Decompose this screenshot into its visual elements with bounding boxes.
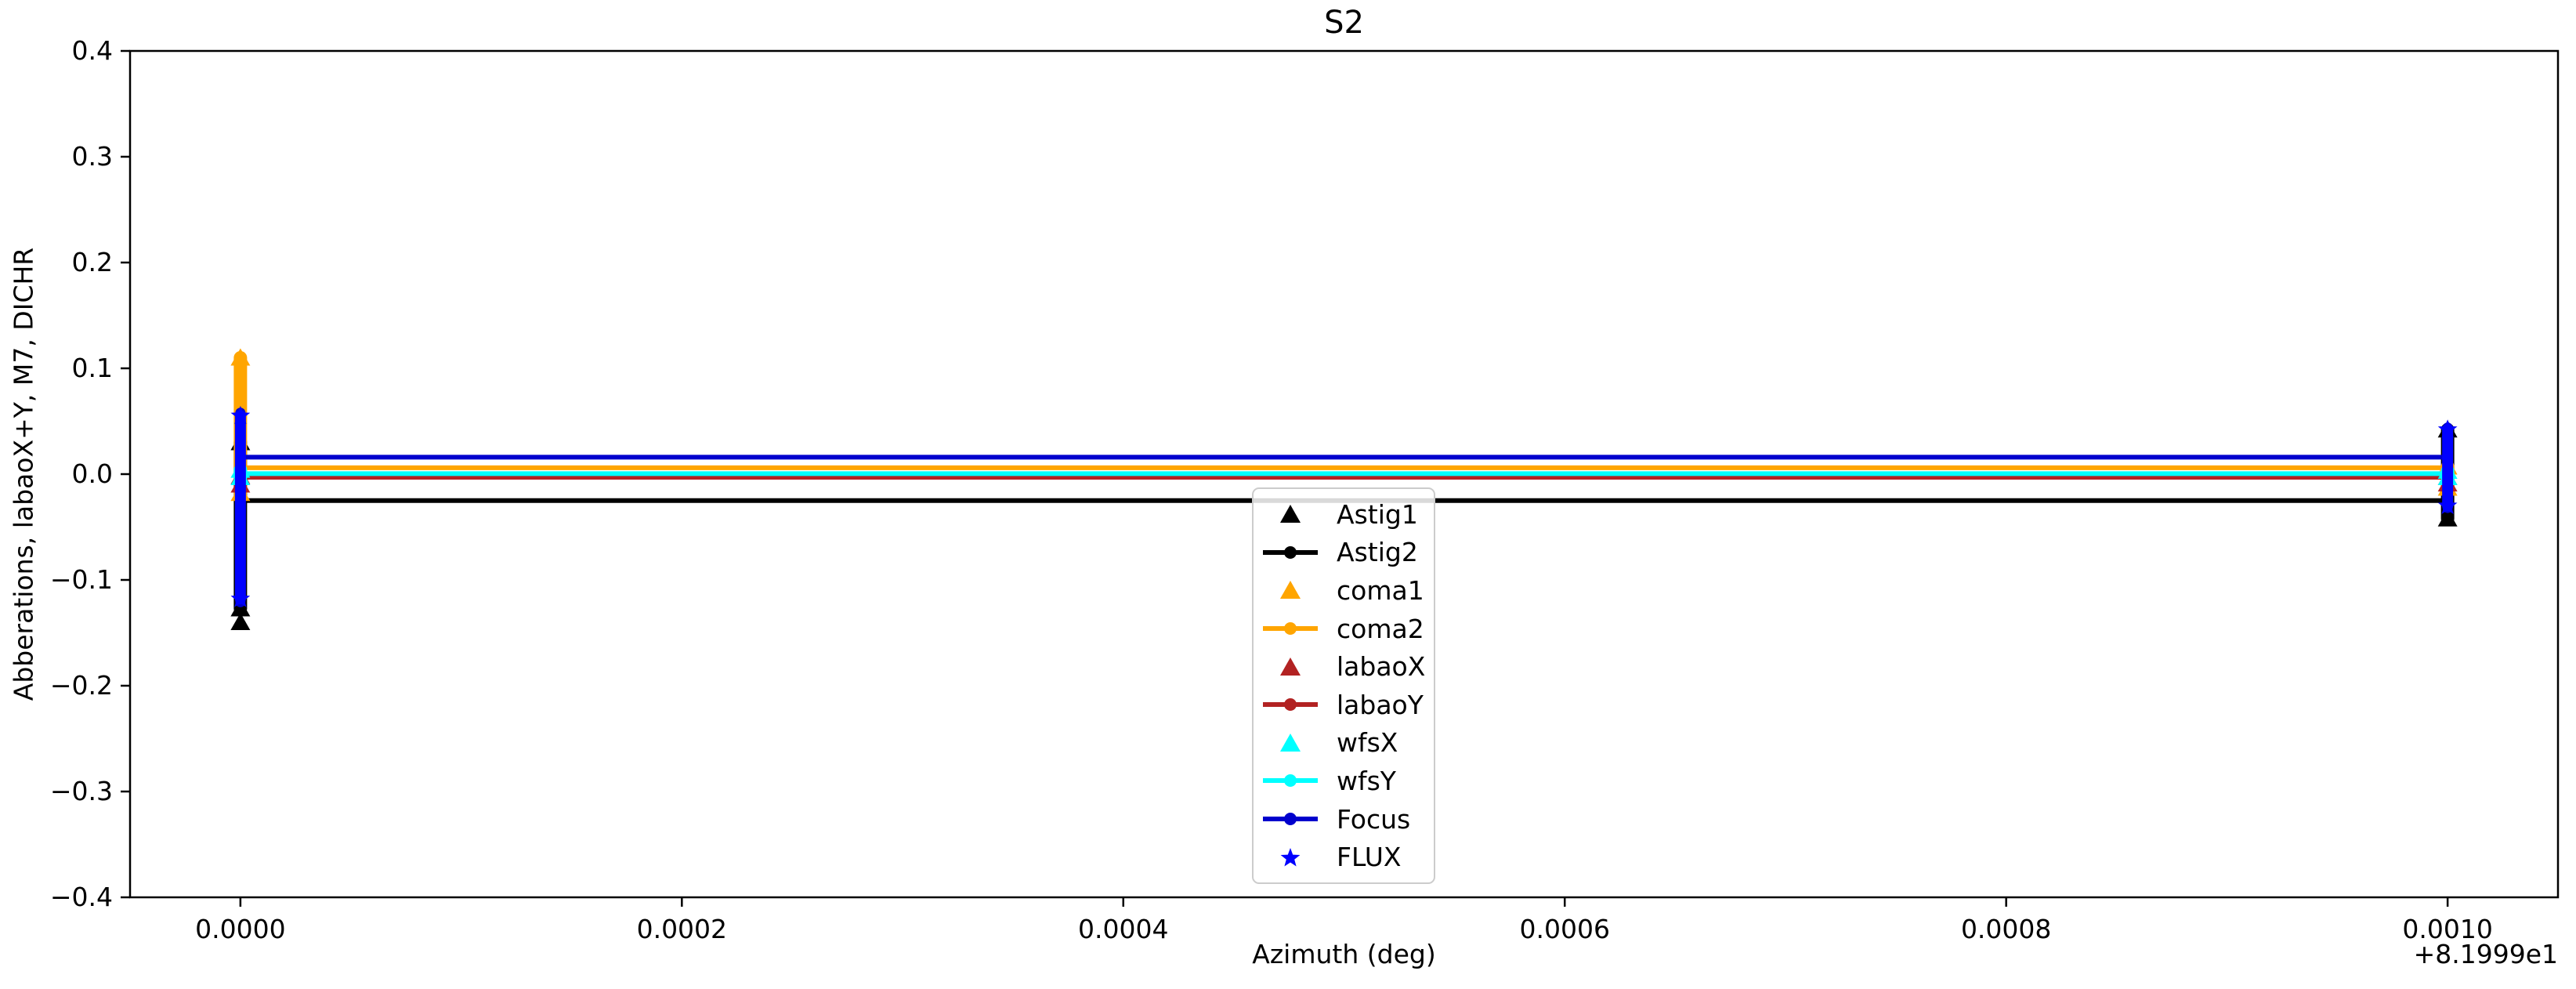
legend-item-coma1: coma1 [1261,576,1434,604]
y-tick-label: −0.4 [50,882,113,912]
x-tick-label: 0.0008 [1961,914,2051,944]
legend-triangle-sample-wfsX [1280,733,1301,752]
legend-dot-icon [1284,545,1297,559]
x-tick-label: 0.0010 [2402,914,2492,944]
y-axis-label: Abberations, labaoX+Y, M7, DICHR [8,247,39,701]
series-marker-coma1 [230,348,251,366]
legend-label-FLUX: FLUX [1337,842,1402,873]
legend-dot-icon [1284,813,1297,826]
x-tick-label: 0.0006 [1519,914,1609,944]
legend-item-wfsY: wfsY [1261,766,1434,795]
x-tick-label: 0.0002 [637,914,727,944]
legend-dot-icon [1284,698,1297,712]
legend-label-wfsX: wfsX [1337,727,1398,759]
legend-triangle-icon [1280,505,1301,523]
legend-triangle-sample-labaoX [1280,657,1301,676]
x-tick-label: 0.0004 [1078,914,1168,944]
legend-dot-icon [1284,622,1297,636]
legend-triangle-icon [1280,733,1301,752]
legend-item-Focus: Focus [1261,805,1434,833]
x-axis-offset-label: +8.1999e1 [2413,939,2558,969]
y-tick-label: −0.2 [50,670,113,701]
series-marker-FLUX [2437,495,2458,514]
legend-dot-sample-wfsY [1263,774,1318,788]
y-tick-label: 0.4 [72,35,113,66]
series-marker-FLUX [2437,419,2458,438]
legend-item-labaoX: labaoX [1261,653,1434,681]
y-tick-label: −0.3 [50,776,113,806]
legend-label-labaoX: labaoX [1337,651,1426,683]
x-axis-label: Azimuth (deg) [1252,939,1436,969]
legend-dot-sample-labaoY [1263,698,1318,712]
series-outlier-Astig1 [230,613,251,630]
legend-triangle-icon [1280,581,1301,600]
legend-label-coma2: coma2 [1337,613,1424,644]
legend-dot-sample-Focus [1263,813,1318,826]
legend-item-FLUX: FLUX [1261,843,1434,871]
legend: Astig1 Astig2 coma1 coma2 labaoX labaoY wfsX wf… [1252,487,1435,884]
y-tick-label: 0.0 [72,458,113,489]
y-tick-label: −0.1 [50,564,113,595]
y-tick-label: 0.2 [72,247,113,277]
legend-triangle-sample-Astig1 [1280,505,1301,523]
legend-item-Astig1: Astig1 [1261,500,1434,528]
series-marker-FLUX [230,405,251,425]
legend-label-labaoY: labaoY [1337,689,1424,720]
legend-dot-icon [1284,774,1297,788]
legend-label-coma1: coma1 [1337,574,1424,606]
series-marker-FLUX [230,589,251,607]
legend-item-Astig2: Astig2 [1261,538,1434,567]
legend-dot-sample-Astig2 [1263,545,1318,559]
legend-triangle-icon [1280,657,1301,676]
legend-item-labaoY: labaoY [1261,690,1434,719]
legend-label-Astig1: Astig1 [1337,498,1418,530]
y-tick-label: 0.1 [72,353,113,383]
y-tick-label: 0.3 [72,141,113,172]
legend-dot-sample-coma2 [1263,622,1318,636]
legend-star-icon [1280,847,1301,867]
x-tick-label: 0.0000 [195,914,285,944]
legend-label-wfsY: wfsY [1337,765,1396,796]
legend-item-coma2: coma2 [1261,614,1434,643]
legend-label-Astig2: Astig2 [1337,537,1418,568]
legend-label-Focus: Focus [1337,803,1411,835]
chart-title: S2 [1324,5,1364,41]
legend-triangle-sample-coma1 [1280,581,1301,600]
legend-star-sample-FLUX [1280,847,1301,867]
legend-item-wfsX: wfsX [1261,729,1434,757]
